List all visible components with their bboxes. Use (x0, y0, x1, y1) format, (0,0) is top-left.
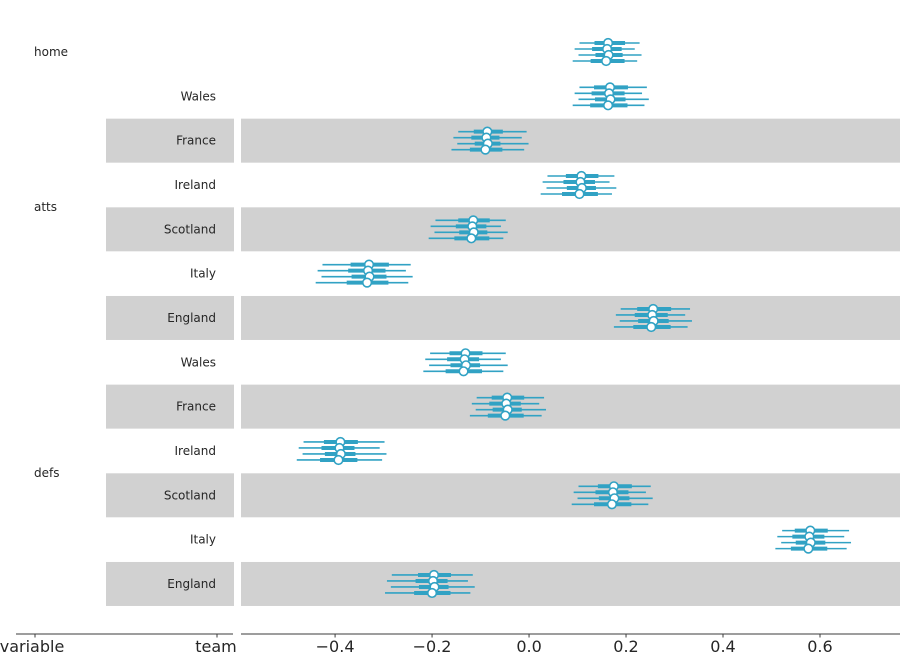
column-header-team: team (195, 637, 237, 656)
team-label: Scotland (164, 222, 216, 236)
x-tick-label: 0.4 (710, 637, 735, 656)
row-band-labels (106, 561, 234, 606)
row-band-plot (241, 295, 900, 340)
median-dot (606, 499, 618, 510)
row-band-labels (106, 473, 234, 518)
row-band-plot (241, 207, 900, 252)
row-band-labels (106, 295, 234, 340)
median-dot (466, 233, 477, 244)
row-band-labels (106, 207, 234, 252)
median-dot (333, 454, 344, 466)
team-label: England (167, 311, 216, 325)
median-dot (646, 321, 657, 333)
median-dot (480, 144, 491, 155)
team-label: Italy (190, 267, 216, 281)
median-dot (803, 543, 814, 554)
variable-group-label: home (34, 45, 68, 59)
median-dot (458, 366, 469, 377)
row-band-labels (106, 384, 234, 429)
median-dot (361, 277, 373, 288)
variable-group-label: defs (34, 466, 59, 480)
x-tick-label: 0.2 (613, 637, 638, 656)
x-tick-label: −0.4 (316, 637, 355, 656)
team-label: Ireland (174, 444, 216, 458)
x-tick-label: 0.0 (516, 637, 541, 656)
x-tick-label: 0.6 (807, 637, 832, 656)
median-dot (601, 55, 612, 67)
median-dot (500, 410, 511, 421)
row-band-plot (241, 561, 900, 606)
column-header-variable: variable (0, 637, 64, 656)
row-band-labels (106, 118, 234, 163)
row-band-plot (241, 384, 900, 429)
median-dot (602, 100, 614, 111)
team-label: Italy (190, 533, 216, 547)
team-label: France (176, 400, 216, 414)
team-label: France (176, 134, 216, 148)
x-tick-label: −0.2 (413, 637, 452, 656)
team-label: Ireland (174, 178, 216, 192)
team-label: Scotland (164, 488, 216, 502)
row-band-plot (241, 473, 900, 518)
median-dot (574, 188, 585, 200)
team-label: Wales (181, 89, 216, 103)
team-label: England (167, 577, 216, 591)
median-dot (426, 587, 438, 599)
team-label: Wales (181, 355, 216, 369)
variable-group-label: atts (34, 200, 57, 214)
row-band-plot (241, 118, 900, 163)
